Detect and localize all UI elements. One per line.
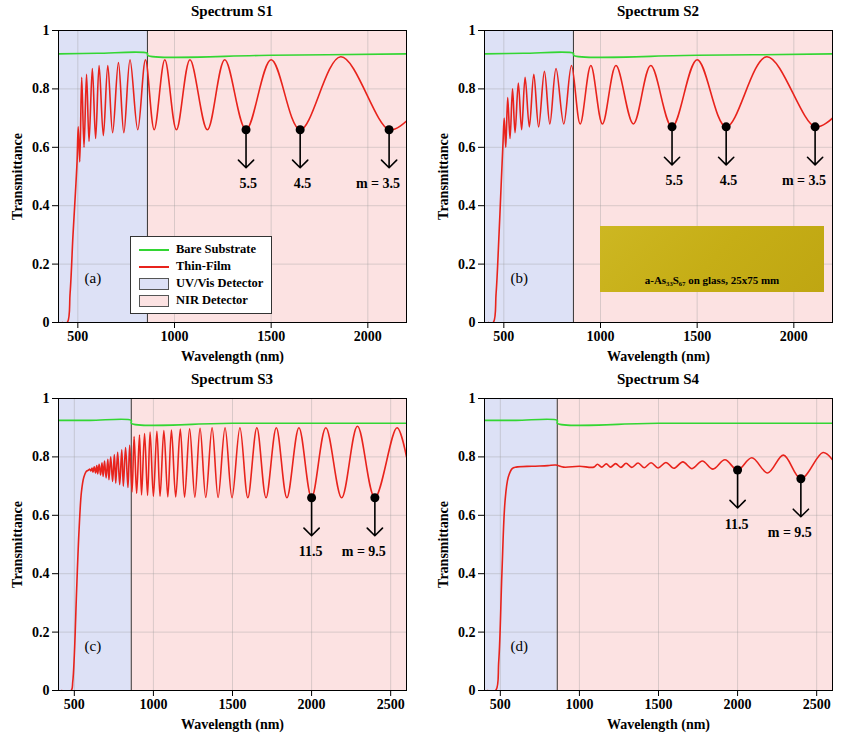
svg-text:5.5: 5.5 xyxy=(240,176,257,191)
svg-text:2000: 2000 xyxy=(780,329,808,344)
svg-text:0: 0 xyxy=(469,683,476,698)
svg-text:4.5: 4.5 xyxy=(294,176,312,191)
svg-text:Transmittance: Transmittance xyxy=(436,133,451,220)
svg-text:500: 500 xyxy=(493,329,514,344)
html-text:a-As₃₃S₆₇ on glass, 25x75 mm: a-As₃₃S₆₇ on glass, 25x75 mm xyxy=(644,274,780,286)
svg-text:1500: 1500 xyxy=(257,329,285,344)
svg-text:0.4: 0.4 xyxy=(32,566,50,581)
svg-text:Transmittance: Transmittance xyxy=(10,501,25,588)
svg-text:(c): (c) xyxy=(85,638,102,655)
svg-text:0.4: 0.4 xyxy=(458,198,476,213)
svg-text:1000: 1000 xyxy=(587,329,615,344)
svg-text:0: 0 xyxy=(43,683,50,698)
svg-text:m = 9.5: m = 9.5 xyxy=(768,525,812,540)
svg-text:0.6: 0.6 xyxy=(32,140,50,155)
svg-text:0.8: 0.8 xyxy=(458,81,476,96)
html-text:Spectrum S3: Spectrum S3 xyxy=(191,371,273,387)
svg-text:2000: 2000 xyxy=(354,329,382,344)
svg-text:0.6: 0.6 xyxy=(32,508,50,523)
html-text:Spectrum S1: Spectrum S1 xyxy=(191,3,273,19)
svg-text:Wavelength (nm): Wavelength (nm) xyxy=(181,349,284,365)
html-text:Bare Substrate: Bare Substrate xyxy=(176,242,256,256)
svg-text:0.2: 0.2 xyxy=(32,257,50,272)
svg-text:0: 0 xyxy=(469,315,476,330)
svg-text:11.5: 11.5 xyxy=(725,517,749,532)
svg-text:1500: 1500 xyxy=(219,697,247,712)
svg-text:1500: 1500 xyxy=(683,329,711,344)
svg-text:(d): (d) xyxy=(511,638,529,655)
html-text:NIR Detector: NIR Detector xyxy=(176,293,248,307)
html-text:UV/Vis Detector: UV/Vis Detector xyxy=(176,276,264,290)
svg-text:4.5: 4.5 xyxy=(720,173,738,188)
svg-text:0.4: 0.4 xyxy=(32,198,50,213)
svg-text:500: 500 xyxy=(490,697,511,712)
svg-text:0.6: 0.6 xyxy=(458,140,476,155)
svg-text:1: 1 xyxy=(469,23,476,38)
svg-text:2500: 2500 xyxy=(803,697,831,712)
html-text:Spectrum S4: Spectrum S4 xyxy=(617,371,699,387)
svg-text:1500: 1500 xyxy=(645,697,673,712)
svg-text:0.4: 0.4 xyxy=(458,566,476,581)
svg-text:0.2: 0.2 xyxy=(32,625,50,640)
svg-text:m = 9.5: m = 9.5 xyxy=(342,544,386,559)
svg-text:2000: 2000 xyxy=(724,697,752,712)
svg-text:0.2: 0.2 xyxy=(458,625,476,640)
svg-text:m = 3.5: m = 3.5 xyxy=(782,173,826,188)
svg-text:1: 1 xyxy=(43,391,50,406)
svg-text:Transmittance: Transmittance xyxy=(436,501,451,588)
svg-text:0.8: 0.8 xyxy=(32,449,50,464)
svg-text:1000: 1000 xyxy=(139,697,167,712)
html-text:Thin-Film: Thin-Film xyxy=(176,259,231,273)
svg-text:500: 500 xyxy=(67,329,88,344)
svg-text:0.8: 0.8 xyxy=(32,81,50,96)
svg-text:5.5: 5.5 xyxy=(666,173,684,188)
svg-text:1: 1 xyxy=(469,391,476,406)
svg-text:0: 0 xyxy=(43,315,50,330)
svg-text:1: 1 xyxy=(43,23,50,38)
svg-text:(b): (b) xyxy=(511,270,529,287)
svg-text:(a): (a) xyxy=(85,270,102,287)
svg-text:Wavelength (nm): Wavelength (nm) xyxy=(607,717,710,733)
svg-text:11.5: 11.5 xyxy=(299,544,323,559)
svg-text:Wavelength (nm): Wavelength (nm) xyxy=(607,349,710,365)
svg-text:m = 3.5: m = 3.5 xyxy=(356,176,400,191)
svg-text:1000: 1000 xyxy=(161,329,189,344)
svg-text:Transmittance: Transmittance xyxy=(10,133,25,220)
svg-text:0.8: 0.8 xyxy=(458,449,476,464)
svg-text:1000: 1000 xyxy=(565,697,593,712)
svg-text:Wavelength (nm): Wavelength (nm) xyxy=(181,717,284,733)
svg-text:500: 500 xyxy=(64,697,85,712)
svg-text:2000: 2000 xyxy=(298,697,326,712)
svg-text:0.2: 0.2 xyxy=(458,257,476,272)
html-text:Spectrum S2: Spectrum S2 xyxy=(617,3,699,19)
svg-text:0.6: 0.6 xyxy=(458,508,476,523)
svg-text:2500: 2500 xyxy=(377,697,405,712)
